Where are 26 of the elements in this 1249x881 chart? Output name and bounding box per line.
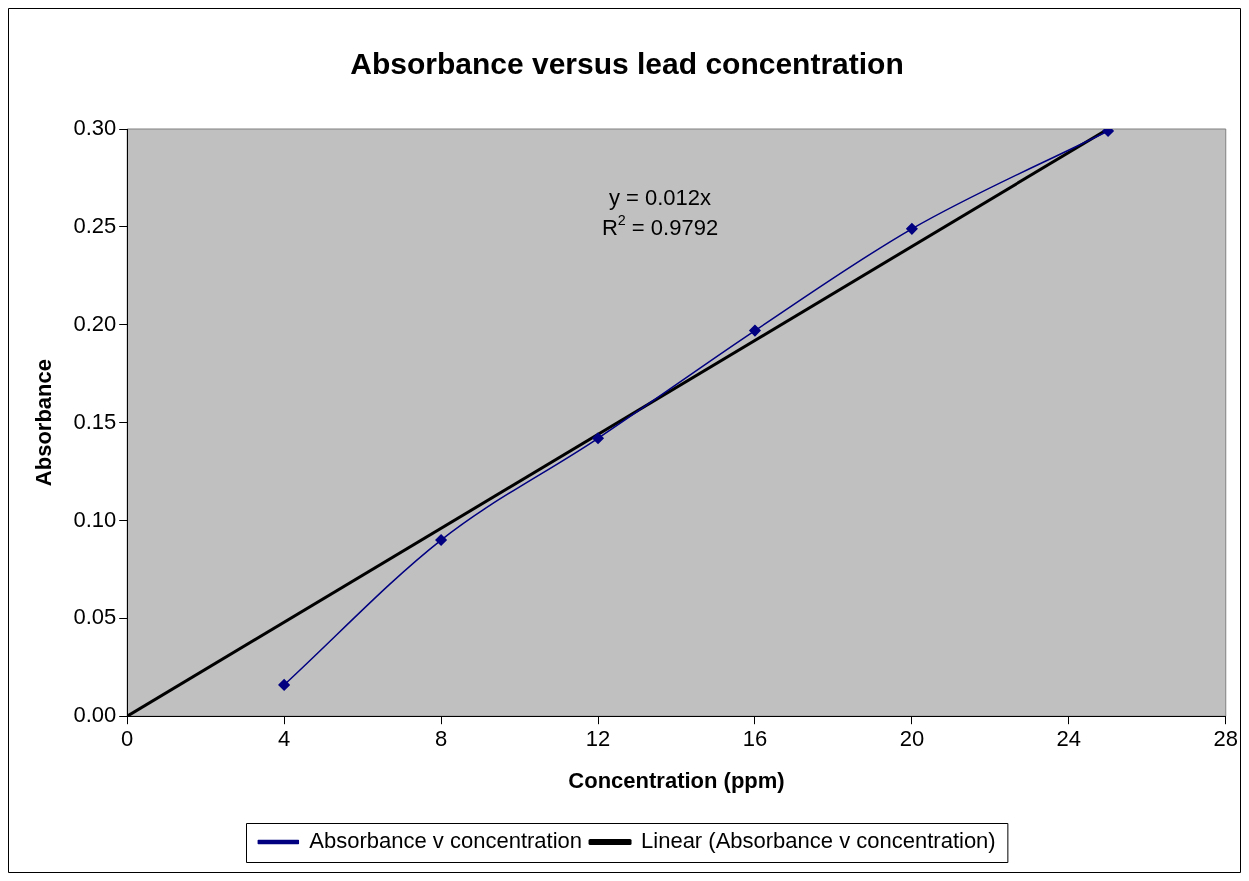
x-tick-label: 4 bbox=[278, 726, 291, 752]
y-tick-label: 0.30 bbox=[73, 115, 117, 141]
x-tick-label: 16 bbox=[742, 726, 768, 752]
y-tick-label: 0.25 bbox=[73, 212, 117, 238]
x-tick-label: 28 bbox=[1213, 726, 1239, 752]
point bbox=[592, 432, 604, 445]
point bbox=[906, 223, 918, 235]
y-tick-label: 0.10 bbox=[73, 506, 117, 532]
y-tick-label: 0.00 bbox=[73, 702, 117, 728]
legend-label: Absorbance v concentration bbox=[309, 828, 583, 854]
y-tick-label: 0.05 bbox=[73, 604, 117, 630]
annotation: y = 0.012x bbox=[608, 185, 712, 211]
y-axis-title: Absorbance bbox=[31, 359, 57, 487]
y-tick-label: 0.20 bbox=[73, 310, 117, 336]
x-axis-title: Concentration (ppm) bbox=[568, 767, 785, 793]
y-tick-label: 0.15 bbox=[73, 408, 117, 434]
x-tick-label: 20 bbox=[899, 726, 925, 752]
x-tick-label: 0 bbox=[121, 726, 134, 752]
point bbox=[749, 324, 761, 337]
x-tick-label: 12 bbox=[585, 726, 611, 752]
x-tick-label: 8 bbox=[434, 726, 448, 752]
point bbox=[278, 679, 290, 691]
point bbox=[435, 534, 447, 546]
legend-label: Linear (Absorbance v concentration) bbox=[641, 828, 996, 854]
x-tick-label: 24 bbox=[1056, 726, 1082, 752]
chart-title: Absorbance versus lead concentration bbox=[350, 47, 904, 81]
